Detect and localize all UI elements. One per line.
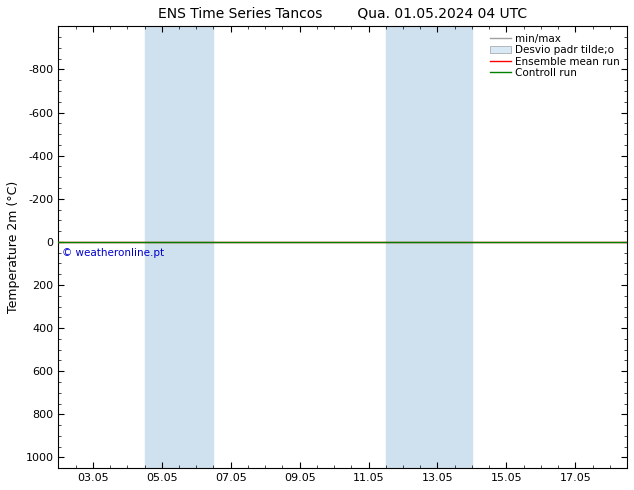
Legend: min/max, Desvio padr tilde;o, Ensemble mean run, Controll run: min/max, Desvio padr tilde;o, Ensemble m…	[488, 31, 622, 80]
Y-axis label: Temperature 2m (°C): Temperature 2m (°C)	[7, 181, 20, 314]
Text: © weatheronline.pt: © weatheronline.pt	[61, 248, 164, 258]
Bar	[386, 26, 472, 468]
Title: ENS Time Series Tancos        Qua. 01.05.2024 04 UTC: ENS Time Series Tancos Qua. 01.05.2024 0…	[158, 7, 527, 21]
Bar	[145, 26, 214, 468]
